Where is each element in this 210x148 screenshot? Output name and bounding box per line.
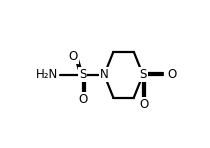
Text: H₂N: H₂N [36, 68, 59, 81]
Text: N: N [100, 68, 109, 81]
Text: O: O [78, 93, 87, 106]
Text: O: O [139, 98, 149, 111]
Text: S: S [139, 68, 147, 81]
Text: O: O [167, 68, 176, 81]
Text: S: S [79, 68, 86, 81]
Text: O: O [69, 50, 78, 63]
